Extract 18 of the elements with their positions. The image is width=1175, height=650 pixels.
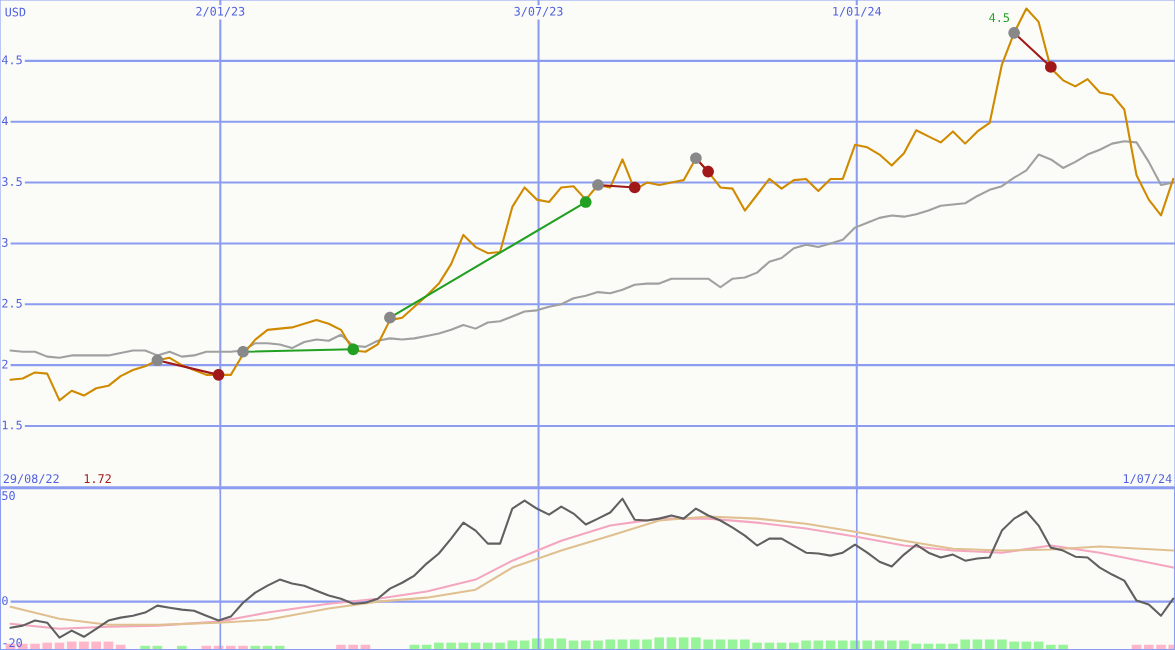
y-tick-label: 3.5 (2, 177, 22, 187)
annotation: 1/07/24 (1123, 474, 1172, 485)
y-tick-label: 2 (2, 359, 8, 369)
annotation: 4.5 (989, 13, 1010, 23)
y-tick-label: 50 (2, 491, 15, 501)
annotation: 29/08/22 (3, 474, 59, 485)
x-tick-label: 3/07/23 (514, 6, 563, 17)
y-tick-label: 4.5 (1, 55, 22, 65)
y-tick-label: 1.5 (2, 420, 22, 430)
y-tick-label: -20 (3, 638, 22, 648)
y-tick-label: 4 (1, 116, 8, 125)
x-tick-label: 2/01/23 (196, 6, 245, 17)
y-tick-label: 2.5 (2, 298, 22, 308)
x-tick-label: 1/01/24 (833, 6, 882, 17)
y-axis-title: USD (5, 7, 26, 17)
y-tick-label: 0 (2, 596, 8, 606)
annotation: 1.72 (84, 474, 111, 483)
y-tick-label: 3 (2, 237, 8, 247)
